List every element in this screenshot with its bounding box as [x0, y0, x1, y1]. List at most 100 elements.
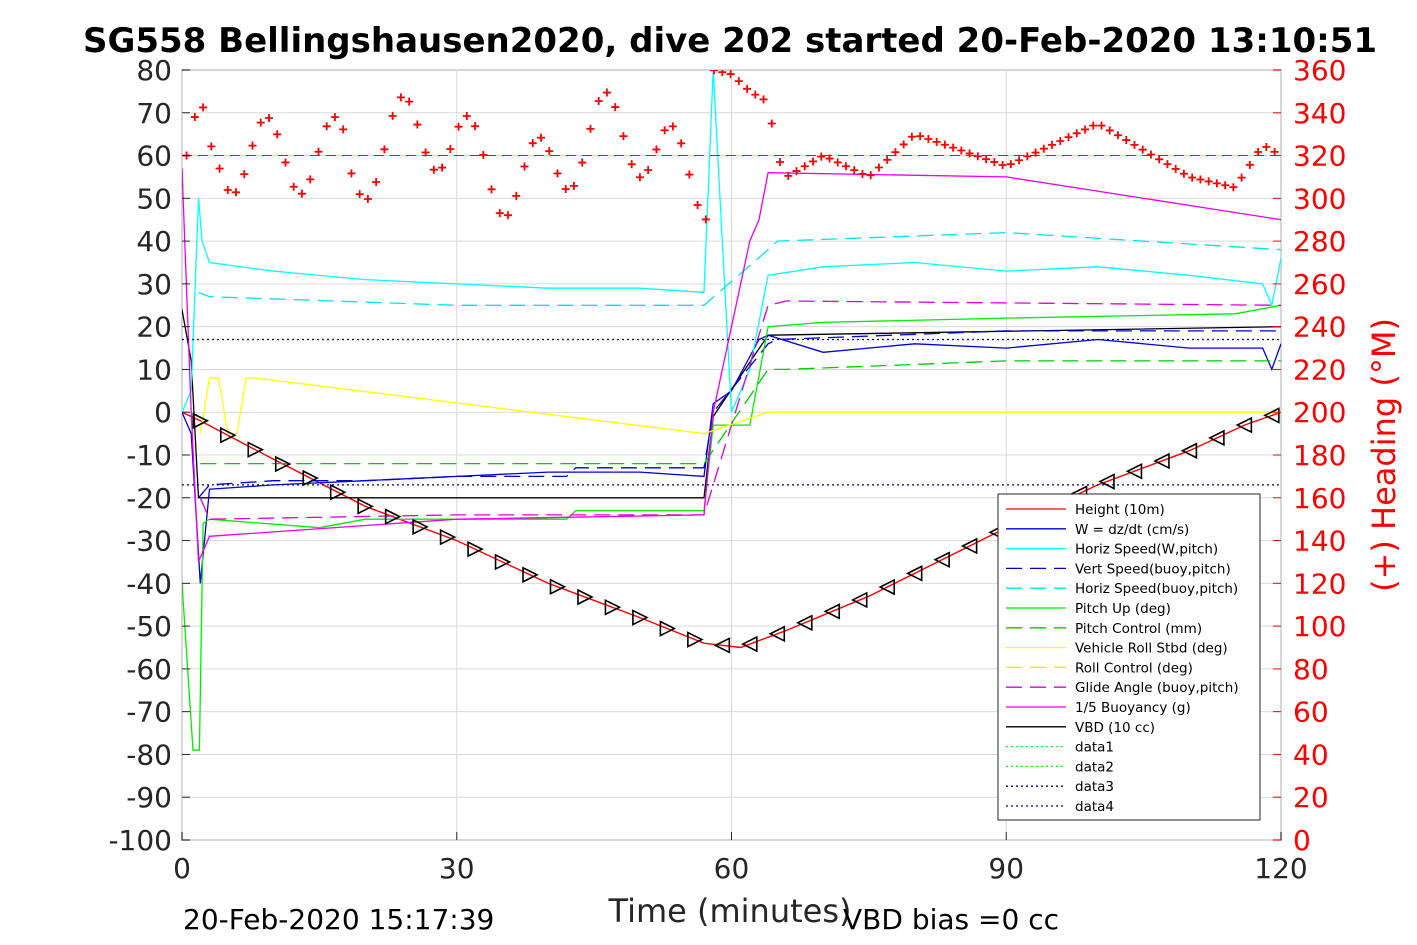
series-vert-speed-buoy-pitch: [198, 330, 1281, 499]
x-tick-label: 30: [439, 852, 475, 885]
heading-marker: [701, 215, 710, 224]
heading-marker: [528, 139, 537, 148]
height-marker: [467, 540, 484, 558]
heading-marker: [907, 132, 916, 141]
height-marker: [878, 578, 895, 596]
heading-marker: [858, 169, 867, 178]
height-marker: [1125, 462, 1143, 480]
y2-tick-label: 20: [1293, 781, 1329, 814]
heading-marker: [1056, 137, 1065, 146]
heading-marker: [916, 132, 925, 141]
heading-marker: [413, 120, 422, 129]
legend-entry: Roll Control (deg): [1075, 660, 1193, 676]
heading-marker: [487, 185, 496, 194]
heading-marker: [289, 182, 298, 191]
y2-tick-label: 80: [1293, 653, 1329, 686]
heading-marker: [932, 137, 941, 146]
heading-marker: [355, 190, 364, 199]
heading-marker: [446, 145, 455, 154]
height-marker: [412, 518, 429, 536]
y2-tick-label: 160: [1293, 482, 1346, 515]
heading-marker: [677, 139, 686, 148]
legend-entry: data3: [1075, 779, 1114, 795]
heading-marker: [833, 158, 842, 167]
y-tick-label: 0: [154, 396, 172, 429]
heading-marker: [594, 96, 603, 105]
height-marker: [274, 455, 292, 473]
legend-entry: 1/5 Buoyancy (g): [1075, 700, 1191, 716]
height-marker: [1263, 407, 1280, 424]
legend-entry: data2: [1075, 759, 1114, 775]
left-y-axis: 80 70 60 50 40 30 20 10 0 -10 -20 -30 -40 -50 -60 -70 -8…: [108, 54, 190, 857]
height-marker: [659, 620, 677, 637]
height-marker: [604, 598, 622, 616]
heading-marker: [990, 158, 999, 167]
y-tick-label: -80: [126, 738, 172, 771]
height-marker: [632, 609, 649, 626]
height-marker: [384, 508, 402, 525]
heading-marker: [660, 126, 669, 135]
heading-marker: [339, 125, 348, 134]
y2-axis-label: (+) Heading (°M): [1365, 318, 1403, 592]
heading-marker: [759, 95, 768, 104]
y2-tick-label: 360: [1293, 54, 1346, 87]
right-y-axis: 3603403203002802602402202001801601401201…: [1273, 54, 1346, 857]
heading-marker: [1072, 129, 1081, 138]
heading-marker: [479, 150, 488, 159]
heading-marker: [553, 169, 562, 178]
legend-entry: Height (10m): [1075, 502, 1165, 518]
height-marker: [1098, 473, 1115, 490]
y-tick-label: -10: [126, 439, 172, 472]
heading-marker: [1023, 152, 1032, 161]
y2-tick-label: 320: [1293, 140, 1346, 173]
heading-marker: [1179, 169, 1188, 178]
heading-marker: [1171, 164, 1180, 173]
heading-marker: [199, 103, 208, 112]
heading-marker: [1163, 160, 1172, 169]
y2-tick-label: 0: [1293, 824, 1311, 857]
y-tick-label: -100: [108, 824, 172, 857]
heading-marker: [644, 165, 653, 174]
legend-entry: W = dz/dt (cm/s): [1075, 522, 1189, 538]
heading-marker: [998, 160, 1007, 169]
heading-marker: [380, 145, 389, 154]
heading-marker: [924, 134, 933, 143]
heading-marker: [545, 147, 554, 156]
legend-entry: Pitch Up (deg): [1075, 601, 1171, 617]
height-marker: [522, 566, 539, 584]
y2-tick-label: 40: [1293, 738, 1329, 771]
y2-tick-label: 220: [1293, 353, 1346, 386]
legend-entry: Vehicle Roll Stbd (deg): [1075, 641, 1228, 657]
y-tick-label: -30: [126, 525, 172, 558]
heading-marker: [1245, 160, 1254, 169]
heading-marker: [281, 158, 290, 167]
x-tick-label: 0: [173, 852, 191, 885]
heading-marker: [883, 155, 892, 164]
heading-marker: [240, 170, 249, 179]
heading-marker: [190, 113, 199, 122]
y2-tick-label: 280: [1293, 225, 1346, 258]
heading-marker: [1138, 145, 1147, 154]
heading-marker: [363, 194, 372, 203]
heading-marker: [314, 147, 323, 156]
heading-marker: [421, 148, 430, 157]
heading-marker: [1270, 147, 1279, 156]
heading-marker: [1122, 136, 1131, 145]
heading-marker: [1155, 155, 1164, 164]
height-marker: [1180, 442, 1198, 460]
height-marker: [905, 565, 923, 582]
heading-marker: [1221, 181, 1230, 190]
y-tick-label: 50: [136, 182, 172, 215]
x-tick-label: 120: [1254, 852, 1307, 885]
series-horiz-speed-buoy-pitch: [198, 231, 1281, 306]
height-marker: [1235, 416, 1253, 434]
legend-entry: VBD (10 cc): [1075, 720, 1155, 736]
heading-marker: [619, 132, 628, 141]
heading-marker: [693, 201, 702, 210]
heading-marker: [982, 155, 991, 164]
series-layer: [182, 70, 1281, 751]
y2-tick-label: 260: [1293, 268, 1346, 301]
x-tick-label: 60: [714, 852, 750, 885]
heading-marker: [652, 145, 661, 154]
x-axis: 0 30 60 90 120: [173, 832, 1308, 885]
